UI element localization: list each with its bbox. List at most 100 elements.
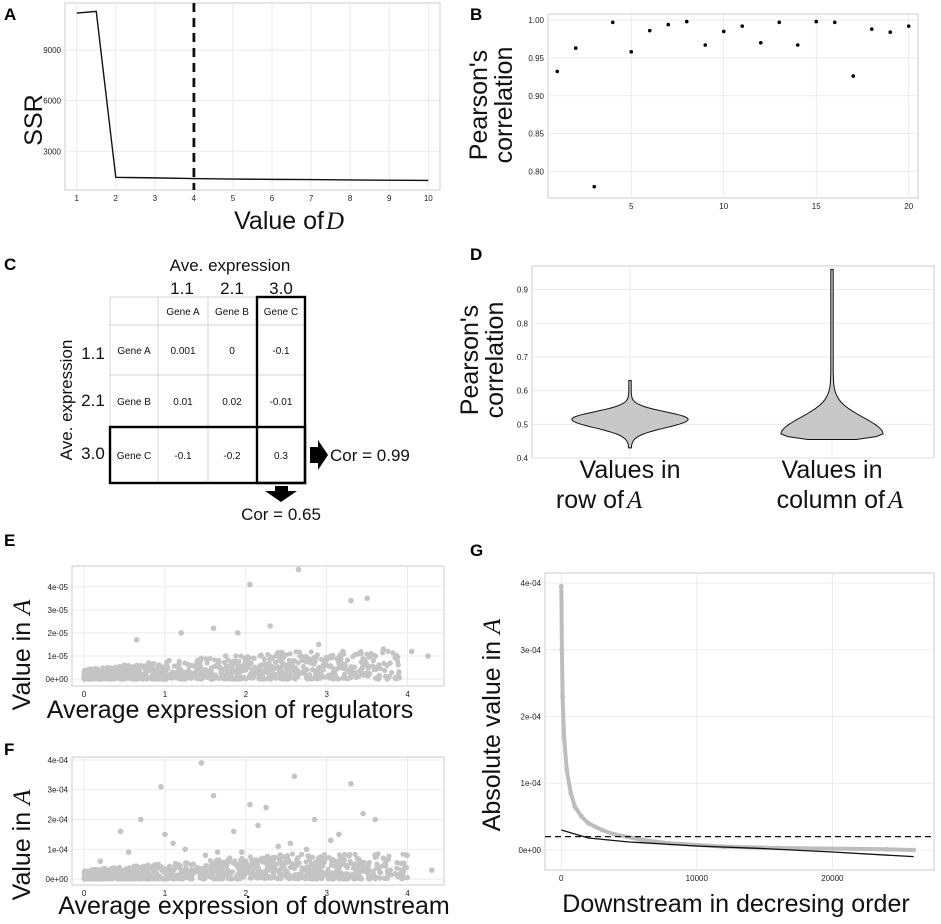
x-tick-label: 5 [629, 202, 634, 211]
bulk-point [323, 658, 330, 664]
bulk-point [333, 863, 340, 869]
scatter-point [214, 849, 221, 856]
violin-column [780, 268, 884, 440]
bulk-point [298, 653, 305, 659]
panel-label-b: B [470, 5, 482, 24]
bulk-point [324, 662, 330, 669]
bulk-point [216, 860, 222, 867]
bulk-point [317, 671, 324, 677]
bulk-point [321, 674, 328, 680]
bulk-point [353, 867, 359, 873]
bulk-point [261, 656, 267, 662]
bulk-point [385, 648, 391, 655]
bulk-point [261, 875, 268, 882]
bulk-point [348, 675, 354, 681]
col-ave-2: 2.1 [220, 279, 244, 298]
bulk-point [347, 851, 353, 858]
scatter-point [275, 843, 282, 850]
bulk-point [402, 864, 408, 870]
bulk-point [176, 862, 182, 869]
y-tick-label: 1.00 [528, 16, 544, 25]
bulk-point [100, 872, 106, 878]
scatter-point [327, 837, 334, 844]
bulk-point [398, 867, 404, 873]
panel-b-chart: 5 10 15 20 0.80 0.85 0.90 0.95 1.00 Pearson's co… [465, 13, 919, 211]
panel-e-ylabel-var: A [9, 599, 36, 617]
y-tick-label: 0e+00 [46, 875, 69, 884]
panel-g-ylabel-var: A [479, 618, 506, 636]
panel-label-c: C [4, 255, 16, 274]
bulk-point [183, 669, 189, 676]
bulk-point [382, 667, 388, 674]
bulk-point [223, 871, 229, 878]
correlation-point [814, 19, 819, 24]
bulk-point [85, 875, 91, 881]
bulk-point [131, 863, 137, 869]
bulk-point [308, 649, 314, 655]
scatter-point [230, 667, 237, 673]
observed-point [640, 837, 645, 843]
bulk-point [376, 866, 382, 872]
observed-point [599, 827, 605, 833]
bulk-point [299, 867, 305, 873]
scatter-point [133, 637, 140, 643]
scatter-point [315, 855, 322, 862]
bulk-point [278, 866, 284, 872]
scatter-point [243, 858, 249, 864]
x-tick-label: 3 [153, 194, 158, 203]
bulk-point [233, 861, 239, 867]
scatter-point [247, 581, 253, 588]
d-cat2-line2: column of [777, 486, 885, 514]
header-gene-c: Gene C [264, 307, 298, 318]
bulk-point [366, 876, 372, 882]
panel-g-xlabel: Downstream in decresing order [562, 890, 909, 918]
bulk-point [352, 876, 358, 882]
y-tick-label: 0.80 [528, 167, 544, 176]
bulk-point [243, 655, 249, 661]
panel-b-ylabel-line2: correlation [490, 47, 518, 164]
scatter-point [259, 662, 265, 669]
bulk-point [376, 675, 382, 681]
bulk-point [249, 675, 255, 681]
scatter-point [202, 852, 209, 859]
correlation-point [592, 184, 597, 189]
bulk-point [266, 873, 272, 879]
scatter-point [170, 840, 176, 847]
d-cat1-var: A [625, 487, 643, 514]
scatter-point [315, 641, 322, 648]
row-correlation-label: Cor = 0.99 [330, 446, 410, 465]
bulk-point [284, 853, 290, 859]
bulk-point [95, 870, 101, 876]
scatter-point [105, 669, 112, 675]
x-tick-label: 2 [114, 194, 119, 203]
bulk-point [259, 855, 265, 861]
panel-a-ylabel: SSR [20, 94, 48, 145]
row-name-gene-c: Gene C [117, 451, 151, 462]
bulk-point [289, 851, 295, 857]
bulk-point [129, 676, 135, 682]
x-tick-label: 20000 [821, 874, 844, 883]
bulk-point [314, 667, 320, 674]
bulk-point [249, 857, 255, 863]
arrow-down-icon [265, 486, 297, 502]
y-tick-label: 3e-04 [521, 646, 542, 655]
y-tick-label: 3e-04 [48, 786, 69, 795]
scatter-point [182, 846, 189, 853]
d-cat1-line2: row of [556, 486, 624, 514]
bulk-point [384, 868, 390, 874]
gene-c-row-box [108, 425, 307, 485]
bulk-point [268, 654, 275, 660]
bulk-point [252, 664, 258, 670]
y-tick-label: 0.9 [517, 286, 529, 295]
cell-c-c: 0.3 [274, 451, 288, 462]
scatter-point [348, 597, 354, 604]
bulk-point [195, 664, 201, 670]
scatter-point [251, 655, 257, 662]
bulk-point [357, 668, 363, 674]
bulk-point [239, 855, 245, 862]
cell-a-c: -0.1 [272, 346, 290, 357]
d-cat2-var: A [886, 487, 904, 514]
correlation-point [610, 20, 615, 25]
bulk-point [296, 860, 302, 866]
bulk-point [202, 865, 208, 871]
